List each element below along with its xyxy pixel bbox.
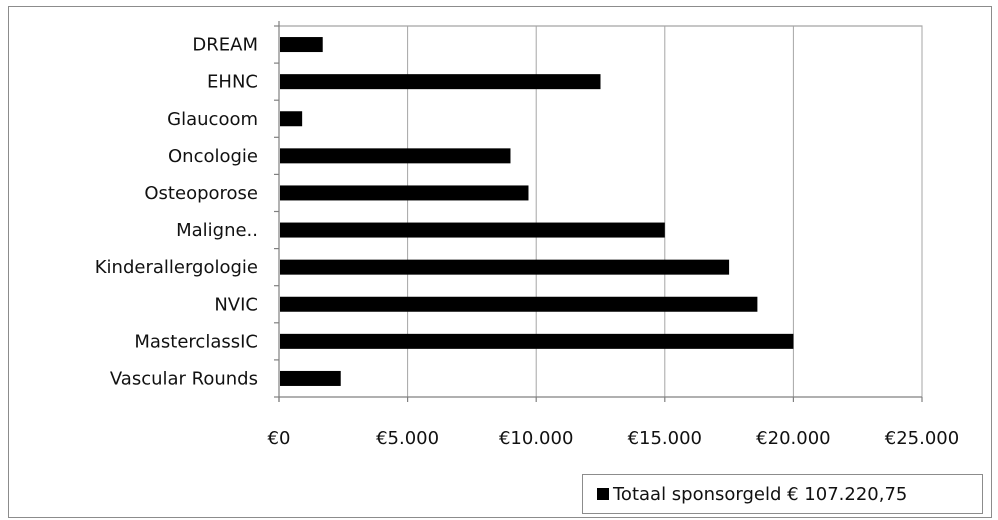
bar [280, 259, 730, 275]
category-label: NVIC [214, 294, 258, 315]
category-label: DREAM [192, 35, 258, 56]
category-label: MasterclassIC [134, 331, 258, 352]
x-tick-label: €25.000 [885, 428, 959, 449]
x-tick-label: €15.000 [628, 428, 702, 449]
bar [280, 333, 794, 349]
legend: Totaal sponsorgeld € 107.220,75 [582, 474, 983, 514]
category-label: Oncologie [168, 146, 258, 167]
x-tick-label: €20.000 [756, 428, 830, 449]
bar [280, 370, 341, 386]
category-label: Glaucoom [167, 109, 258, 130]
category-label: Kinderallergologie [95, 257, 258, 278]
category-label: Osteoporose [144, 183, 258, 204]
x-tick-label: €10.000 [499, 428, 573, 449]
legend-swatch [597, 488, 609, 500]
bar [280, 222, 665, 238]
x-tick-label: €5.000 [376, 428, 439, 449]
bar [280, 111, 303, 127]
bar [280, 185, 529, 201]
category-label: Vascular Rounds [110, 368, 258, 389]
bar [280, 148, 511, 164]
x-tick-label: €0 [268, 428, 291, 449]
legend-label: Totaal sponsorgeld € 107.220,75 [613, 483, 908, 505]
category-label: Maligne.. [176, 220, 258, 241]
bar [280, 296, 758, 312]
bar [280, 74, 601, 90]
category-label: EHNC [207, 72, 258, 93]
bar [280, 37, 323, 53]
